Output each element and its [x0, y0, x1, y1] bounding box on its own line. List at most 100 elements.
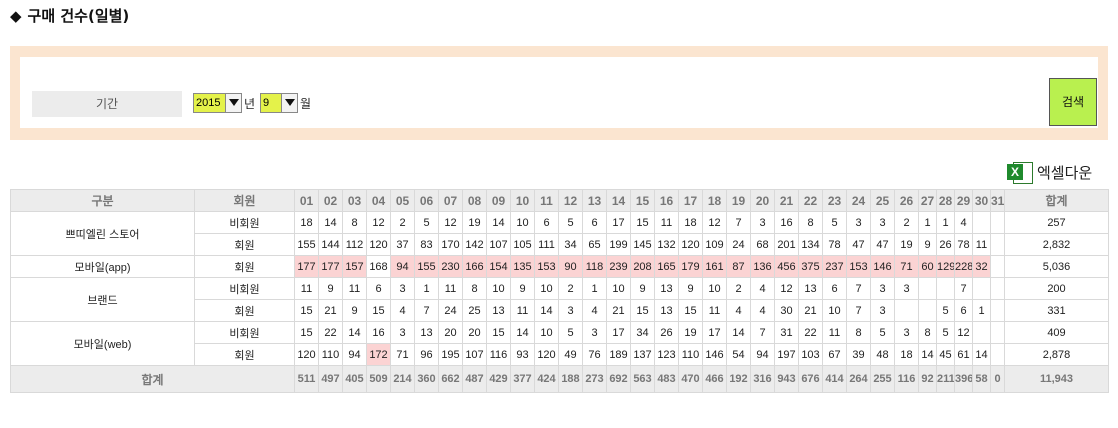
header-day: 19 — [726, 189, 751, 212]
header-day: 11 — [534, 189, 559, 212]
day-cell: 12 — [438, 211, 463, 234]
day-cell: 170 — [438, 233, 463, 256]
day-cell: 9 — [342, 299, 367, 322]
chevron-down-icon[interactable] — [225, 94, 241, 112]
day-cell: 17 — [606, 321, 631, 344]
day-cell: 6 — [954, 299, 973, 322]
day-cell: 21 — [318, 299, 343, 322]
header-day: 01 — [294, 189, 319, 212]
total-day-cell: 360 — [414, 365, 439, 393]
total-day-cell: 192 — [726, 365, 751, 393]
day-cell: 16 — [366, 321, 391, 344]
year-select-value: 2015 — [194, 94, 225, 112]
day-cell: 4 — [390, 299, 415, 322]
day-cell: 1 — [918, 211, 937, 234]
filter-panel-inner: 기간 2015 년 9 월 검색 — [20, 57, 1098, 128]
total-day-cell: 511 — [294, 365, 319, 393]
day-cell: 31 — [774, 321, 799, 344]
day-cell: 14 — [342, 321, 367, 344]
day-cell: 15 — [366, 299, 391, 322]
day-cell: 3 — [894, 321, 919, 344]
day-cell: 14 — [510, 321, 535, 344]
day-cell: 5 — [870, 321, 895, 344]
day-cell: 197 — [774, 343, 799, 366]
day-cell — [972, 321, 991, 344]
day-cell: 230 — [438, 255, 463, 278]
day-cell: 13 — [414, 321, 439, 344]
day-cell: 65 — [582, 233, 607, 256]
day-cell: 47 — [846, 233, 871, 256]
day-cell: 17 — [702, 321, 727, 344]
day-cell: 4 — [726, 299, 751, 322]
month-select[interactable]: 9 — [260, 93, 298, 113]
day-cell: 112 — [342, 233, 367, 256]
header-day: 22 — [798, 189, 823, 212]
day-cell: 19 — [894, 233, 919, 256]
excel-download-label: 엑셀다운 — [1037, 163, 1093, 182]
header-day: 31 — [990, 189, 1005, 212]
day-cell: 6 — [534, 211, 559, 234]
day-cell: 110 — [318, 343, 343, 366]
day-cell: 68 — [750, 233, 775, 256]
day-cell: 15 — [630, 299, 655, 322]
row-total: 409 — [1004, 321, 1109, 344]
day-cell: 201 — [774, 233, 799, 256]
day-cell — [918, 299, 937, 322]
total-day-cell: 264 — [846, 365, 871, 393]
day-cell: 19 — [678, 321, 703, 344]
day-cell: 3 — [870, 277, 895, 300]
day-cell: 1 — [936, 211, 955, 234]
day-cell: 20 — [462, 321, 487, 344]
day-cell: 161 — [702, 255, 727, 278]
day-cell: 14 — [972, 343, 991, 366]
excel-download-button[interactable]: X 엑셀다운 — [1007, 160, 1092, 184]
day-cell: 11 — [342, 277, 367, 300]
day-cell: 116 — [486, 343, 511, 366]
day-cell: 12 — [774, 277, 799, 300]
day-cell: 10 — [822, 299, 847, 322]
header-day: 14 — [606, 189, 631, 212]
grand-total: 11,943 — [1004, 365, 1109, 393]
day-cell: 15 — [486, 321, 511, 344]
day-cell: 54 — [726, 343, 751, 366]
day-cell: 7 — [846, 299, 871, 322]
day-cell: 3 — [894, 277, 919, 300]
day-cell: 153 — [534, 255, 559, 278]
total-day-cell: 255 — [870, 365, 895, 393]
day-cell: 18 — [894, 343, 919, 366]
day-cell: 172 — [366, 343, 391, 366]
total-day-cell: 487 — [462, 365, 487, 393]
total-day-cell: 483 — [654, 365, 679, 393]
header-day: 25 — [870, 189, 895, 212]
day-cell: 17 — [606, 211, 631, 234]
day-cell: 83 — [414, 233, 439, 256]
year-select[interactable]: 2015 — [193, 93, 242, 113]
table-row: 회원 15 21 9 15 4 7 24 25 13 11 14 3 4 21 15 13 15 11 4 4 30 21 1… — [11, 299, 1109, 322]
day-cell — [990, 321, 1005, 344]
search-button[interactable]: 검색 — [1049, 78, 1097, 126]
chevron-down-icon[interactable] — [281, 94, 297, 112]
day-cell: 10 — [486, 277, 511, 300]
total-day-cell: 676 — [798, 365, 823, 393]
total-day-cell: 0 — [990, 365, 1005, 393]
day-cell: 5 — [822, 211, 847, 234]
day-cell — [990, 233, 1005, 256]
day-cell: 26 — [654, 321, 679, 344]
day-cell: 7 — [954, 277, 973, 300]
diamond-bullet-icon: ◆ — [10, 7, 22, 25]
header-member-type: 회원 — [194, 189, 295, 212]
day-cell: 9 — [630, 277, 655, 300]
row-member-type: 회원 — [194, 233, 295, 256]
day-cell: 13 — [486, 299, 511, 322]
total-day-cell: 424 — [534, 365, 559, 393]
row-category: 브랜드 — [10, 277, 195, 322]
day-cell: 87 — [726, 255, 751, 278]
day-cell: 20 — [438, 321, 463, 344]
day-cell: 3 — [558, 299, 583, 322]
header-day: 21 — [774, 189, 799, 212]
table-row: 회원 155 144 112 120 37 83 170 142 107 105 111 34 65 199… — [11, 233, 1109, 256]
day-cell: 132 — [654, 233, 679, 256]
day-cell: 10 — [534, 321, 559, 344]
header-day: 13 — [582, 189, 607, 212]
day-cell: 157 — [342, 255, 367, 278]
